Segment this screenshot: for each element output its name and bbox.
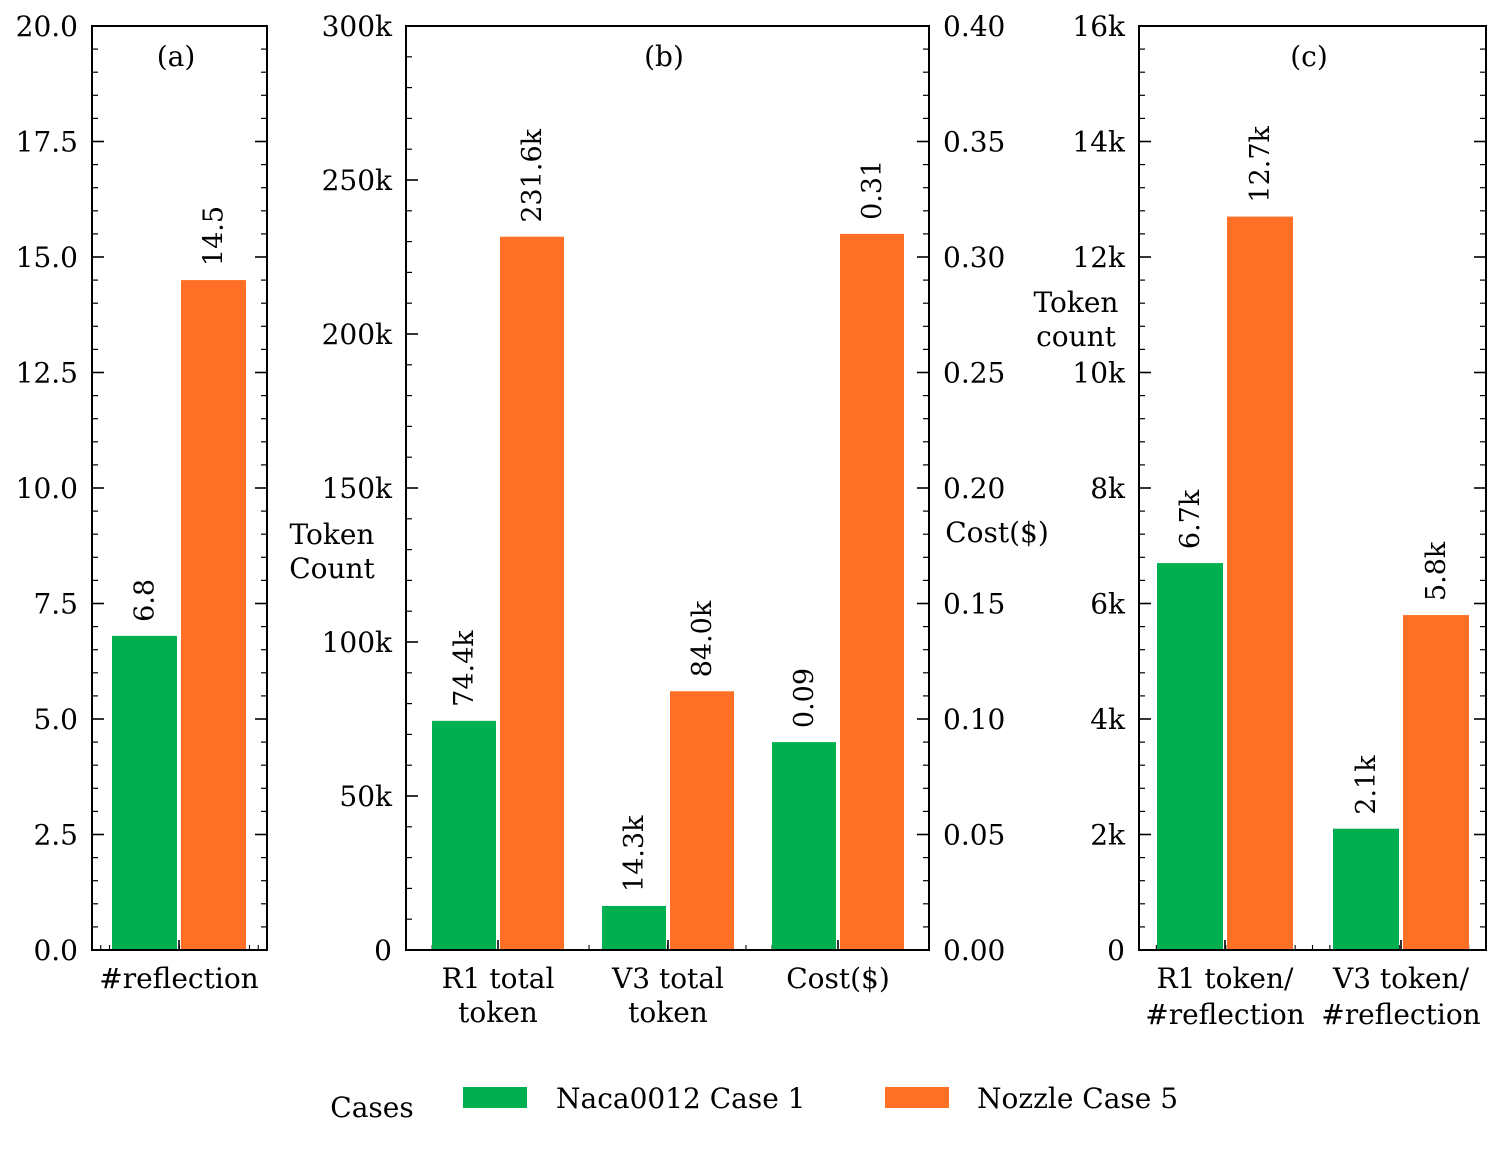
bar-nozzle (181, 280, 246, 950)
y-tick-label: 7.5 (33, 588, 78, 621)
y-tick-label: 200k (322, 318, 393, 351)
bar-value-label: 6.7k (1175, 489, 1206, 549)
bar-value-label: 6.8 (130, 579, 161, 622)
y-tick-label: 14k (1072, 126, 1126, 159)
panel-label: (c) (1290, 40, 1328, 73)
panel-label: (a) (157, 40, 196, 73)
y-right-axis-title: Cost($) (945, 516, 1049, 549)
y-tick-label: 0 (374, 934, 392, 967)
x-category-label: Cost($) (786, 962, 890, 995)
y-tick-label: 10k (1072, 357, 1126, 390)
bar-value-label: 0.09 (789, 668, 820, 728)
y-tick-label: 12.5 (16, 357, 78, 390)
bar-nozzle (500, 236, 564, 949)
y-tick-label: 16k (1072, 10, 1126, 43)
panel-label: (b) (644, 40, 684, 73)
bar-value-label: 12.7k (1245, 125, 1276, 202)
x-category-label: R1 total (442, 962, 555, 995)
legend: Cases Naca0012 Case 1 Nozzle Case 5 (330, 1082, 1178, 1124)
bar-value-label: 0.31 (857, 160, 888, 220)
bar-value-label: 84.0k (687, 600, 718, 677)
bar-naca0012 (602, 905, 666, 949)
bar-value-label: 5.8k (1421, 541, 1452, 601)
x-category-label: #reflection (1145, 998, 1304, 1031)
bar-naca0012 (112, 635, 177, 949)
y-axis-title: Count (289, 552, 375, 585)
legend-label-nozzle: Nozzle Case 5 (977, 1082, 1178, 1115)
y-tick-label: 20.0 (16, 10, 78, 43)
bar-value-label: 74.4k (449, 630, 480, 707)
x-category-label: V3 token/ (1332, 962, 1470, 995)
y-right-tick-label: 0.30 (943, 241, 1005, 274)
bar-value-label: 14.5 (199, 206, 230, 266)
x-category-label: token (458, 996, 538, 1029)
y-right-tick-label: 0.20 (943, 472, 1005, 505)
legend-swatch-nozzle (885, 1087, 949, 1108)
x-category-label: token (628, 996, 708, 1029)
legend-swatch-naca (463, 1087, 527, 1108)
bar-nozzle (840, 233, 904, 949)
y-right-tick-label: 0.05 (943, 819, 1005, 852)
y-axis-title: count (1036, 320, 1117, 353)
bar-naca0012 (432, 720, 496, 949)
panel-b: 0 50k 100k 150k 200k 250k 300k 0.00 0.05 0.10 0.15… (289, 10, 1049, 1029)
y-tick-label: 10.0 (16, 472, 78, 505)
y-right-tick-label: 0.35 (943, 126, 1005, 159)
y-tick-label: 100k (322, 626, 393, 659)
y-tick-label: 250k (322, 164, 393, 197)
panel-a: 0.0 2.5 5.0 7.5 10.0 12.5 15.0 17.5 20.0 (a) #refl… (16, 10, 268, 995)
y-tick-label: 50k (339, 780, 393, 813)
y-axis-title: Token (1034, 286, 1119, 319)
y-axis-title: Token (290, 518, 375, 551)
x-category-label: R1 token/ (1157, 962, 1294, 995)
legend-title: Cases (330, 1091, 413, 1124)
x-category-label: V3 total (611, 962, 724, 995)
bar-naca0012 (772, 742, 836, 949)
bar-value-label: 2.1k (1351, 755, 1382, 815)
y-tick-label: 12k (1072, 241, 1126, 274)
y-right-tick-label: 0.00 (943, 934, 1005, 967)
legend-label-naca: Naca0012 Case 1 (556, 1082, 806, 1115)
bar-nozzle (1227, 216, 1293, 949)
x-category-label: #reflection (99, 962, 258, 995)
y-tick-label: 15.0 (16, 241, 78, 274)
y-right-tick-label: 0.25 (943, 357, 1005, 390)
y-tick-label: 0 (1107, 934, 1125, 967)
y-tick-label: 150k (322, 472, 393, 505)
y-tick-label: 2k (1090, 819, 1126, 852)
bar-naca0012 (1157, 563, 1223, 949)
y-tick-label: 2.5 (33, 819, 78, 852)
x-category-label: #reflection (1321, 998, 1480, 1031)
y-right-tick-label: 0.10 (943, 703, 1005, 736)
y-tick-label: 5.0 (33, 703, 78, 736)
bar-naca0012 (1333, 828, 1399, 949)
bar-nozzle (1403, 615, 1469, 949)
y-tick-label: 300k (322, 10, 393, 43)
y-right-tick-label: 0.15 (943, 588, 1005, 621)
bar-value-label: 231.6k (517, 128, 548, 222)
y-tick-label: 4k (1090, 703, 1126, 736)
y-tick-label: 0.0 (33, 934, 78, 967)
y-right-tick-label: 0.40 (943, 10, 1005, 43)
y-tick-label: 17.5 (16, 126, 78, 159)
y-tick-label: 8k (1090, 472, 1126, 505)
bar-nozzle (670, 691, 734, 949)
y-tick-label: 6k (1090, 588, 1126, 621)
bar-value-label: 14.3k (619, 815, 650, 892)
